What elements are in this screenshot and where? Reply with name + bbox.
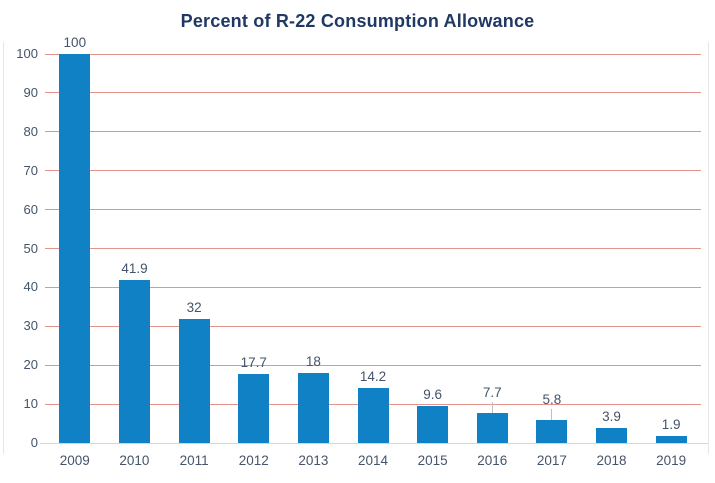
data-label-leader-line	[491, 402, 493, 414]
bar-2011	[178, 318, 210, 443]
x-axis-line	[40, 442, 708, 444]
chart-title: Percent of R-22 Consumption Allowance	[180, 11, 535, 31]
y-axis-tick-label: 30	[23, 318, 38, 334]
data-label-leader-line	[551, 409, 553, 421]
gridline-30	[45, 325, 701, 327]
gridline-70	[45, 170, 701, 172]
y-axis-tick-label: 0	[30, 435, 38, 450]
chart-border-left	[3, 42, 4, 454]
bar-value-label: 5.8	[542, 392, 562, 408]
bar-2010	[118, 280, 150, 443]
y-axis-tick-label: 50	[23, 240, 38, 256]
bar-2012	[238, 374, 270, 443]
x-axis-tick-label: 2013	[298, 453, 329, 468]
y-axis-tick-label: 40	[23, 279, 38, 295]
bar-value-label: 7.7	[482, 385, 502, 401]
bar-value-label: 18	[305, 353, 321, 369]
bar-2013	[297, 372, 329, 443]
x-axis-tick-label: 2014	[357, 453, 388, 468]
gridline-40	[45, 286, 701, 288]
y-axis-tick-label: 80	[23, 123, 38, 139]
bar-2019	[655, 435, 687, 443]
gridline-50	[45, 248, 701, 249]
y-axis-tick-label: 10	[23, 396, 38, 412]
x-axis-tick-label: 2019	[656, 453, 687, 468]
gridline-90	[45, 92, 701, 94]
bar-2018	[596, 427, 628, 443]
x-axis-tick-label: 2016	[477, 453, 508, 468]
bar-value-label: 41.9	[121, 261, 148, 276]
bar-2016	[476, 413, 508, 443]
y-axis-tick-label: 60	[23, 201, 38, 217]
bar-value-label: 9.6	[423, 386, 443, 402]
gridline-60	[45, 209, 701, 211]
x-axis-tick-label: 2012	[238, 453, 269, 468]
bar-value-label: 1.9	[661, 416, 681, 432]
bar-value-label: 32	[186, 299, 202, 315]
x-axis-tick-label: 2017	[536, 453, 567, 468]
x-axis-tick-label: 2018	[596, 453, 627, 468]
y-axis-tick-label: 70	[23, 162, 38, 178]
x-axis-tick-label: 2010	[119, 453, 150, 468]
bar-2017	[536, 420, 568, 443]
bar-2015	[417, 405, 449, 443]
x-axis-tick-label: 2011	[179, 453, 209, 468]
chart-border-right	[708, 42, 709, 454]
gridline-80	[45, 131, 701, 133]
bar-value-label: 17.7	[240, 355, 267, 371]
bar-value-label: 100	[63, 35, 87, 50]
x-axis-tick-label: 2015	[417, 453, 448, 468]
y-axis-tick-label: 100	[16, 46, 38, 61]
y-axis-tick-label: 20	[23, 357, 38, 373]
gridline-100	[45, 53, 701, 55]
gridline-20	[45, 364, 701, 366]
x-axis-tick-label: 2009	[59, 453, 90, 468]
bar-value-label: 3.9	[602, 408, 621, 424]
bar-2014	[357, 387, 389, 443]
bar-2009	[59, 54, 91, 443]
bar-value-label: 14.2	[359, 368, 387, 384]
y-axis-tick-label: 90	[23, 84, 38, 100]
